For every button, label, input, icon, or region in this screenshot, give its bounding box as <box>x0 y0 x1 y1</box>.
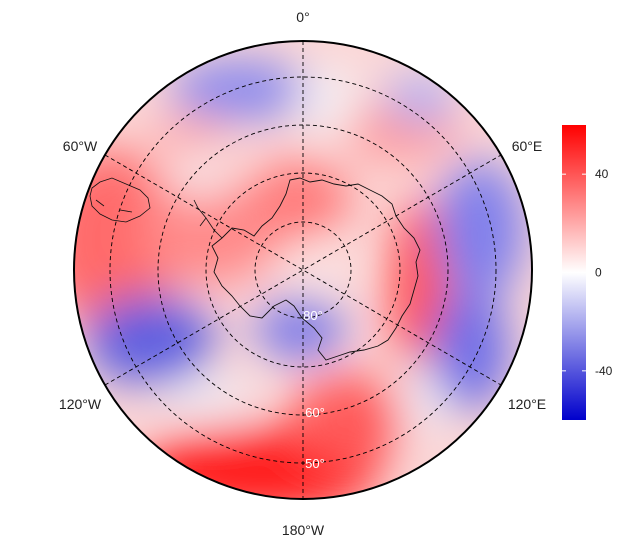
graticule <box>104 41 502 499</box>
lon-label-0: 0° <box>296 9 309 25</box>
antarctica-coastline <box>211 177 421 361</box>
colorbar-tick-label: -40 <box>595 364 613 378</box>
map-boundary <box>73 40 533 500</box>
lon-label-60e: 60°E <box>512 138 543 154</box>
lat-label-80: 80° <box>303 308 323 323</box>
lon-label-60w: 60°W <box>63 138 98 154</box>
lat-label-50: 50° <box>305 456 325 471</box>
lon-label-180w: 180°W <box>282 522 325 538</box>
lat-label-60: 60° <box>305 405 325 420</box>
colorbar-tick-label: 40 <box>595 167 609 181</box>
lon-label-120w: 120°W <box>59 396 102 412</box>
south-america-coastline <box>89 177 151 223</box>
lon-label-120e: 120°E <box>508 396 546 412</box>
antarctic-peninsula <box>193 199 223 239</box>
colorbar-tick-label: 0 <box>595 266 602 280</box>
colorbar: 40 0 -40 <box>562 125 613 420</box>
